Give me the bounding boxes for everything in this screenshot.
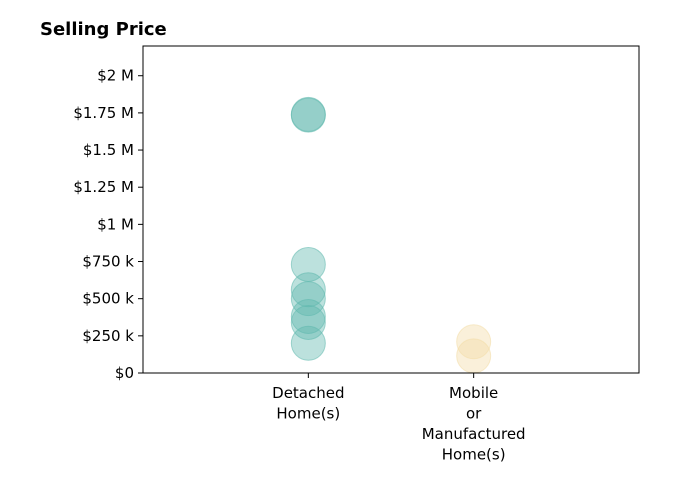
plot-area bbox=[142, 45, 640, 374]
y-tick-label: $1.75 M bbox=[73, 104, 134, 122]
y-axis: $0 $250 k $500 k $750 k $1 M $1.25 M $1.5 M $1.… bbox=[73, 67, 143, 382]
x-tick-label: Detached Home(s) bbox=[272, 384, 344, 423]
y-tick-label: $0 bbox=[115, 364, 134, 382]
y-tick-label: $750 k bbox=[82, 253, 134, 271]
y-tick-label: $2 M bbox=[97, 67, 134, 85]
data-point bbox=[456, 338, 492, 374]
x-axis: Detached Home(s) Mobile or Manufactured Home(… bbox=[272, 373, 526, 464]
data-point bbox=[290, 272, 326, 308]
data-point bbox=[456, 324, 492, 360]
y-tick-label: $1.5 M bbox=[83, 141, 134, 159]
data-points bbox=[290, 96, 492, 374]
data-point bbox=[290, 304, 326, 340]
y-tick-label: $250 k bbox=[82, 327, 134, 345]
data-point bbox=[290, 325, 326, 361]
y-tick-label: $1.25 M bbox=[73, 178, 134, 196]
y-tick-label: $1 M bbox=[97, 215, 134, 233]
x-tick-label: Mobile or Manufactured Home(s) bbox=[422, 384, 526, 464]
data-point bbox=[290, 97, 326, 133]
y-tick-label: $500 k bbox=[82, 290, 134, 308]
chart-title: Selling Price bbox=[40, 19, 167, 40]
